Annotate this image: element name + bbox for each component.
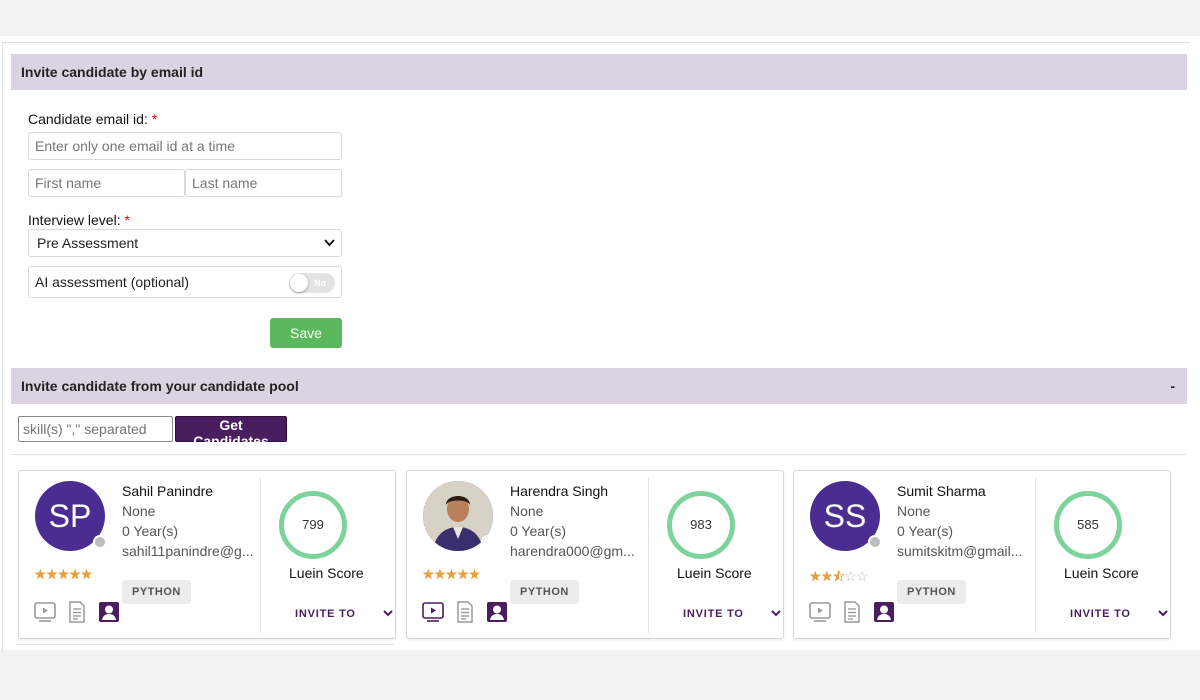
star-rating: ★★⯪☆☆ [809, 566, 868, 590]
resume-icon[interactable] [840, 600, 864, 624]
chevron-down-icon[interactable] [770, 606, 782, 623]
toggle-knob [290, 274, 308, 292]
star-icon: ★ [809, 568, 822, 584]
presence-indicator [93, 535, 107, 549]
star-icon: ⯪ [832, 568, 845, 584]
email-input[interactable] [28, 132, 342, 160]
invite-to-button[interactable]: INVITE TO [1070, 608, 1131, 620]
skill-tag: PYTHON [122, 580, 191, 604]
star-icon: ★ [68, 566, 82, 582]
skills-input[interactable] [18, 416, 173, 442]
candidate-name[interactable]: Sahil Panindre [122, 483, 214, 499]
candidate-role: None [122, 503, 156, 519]
required-mark: * [124, 212, 130, 228]
luein-score-ring: 799 [279, 491, 347, 559]
save-button[interactable]: Save [270, 318, 342, 348]
ai-assessment-row: AI assessment (optional) No [28, 266, 342, 298]
star-icon: ★ [57, 566, 70, 582]
candidate-card[interactable]: Harendra Singh None 0 Year(s) harendra00… [406, 470, 784, 639]
star-icon: ★ [45, 566, 59, 582]
avatar[interactable]: SS [810, 481, 882, 551]
chevron-down-icon [324, 230, 335, 265]
email-label-text: Candidate email id: [28, 111, 148, 127]
candidate-email: harendra000@gm... [510, 543, 635, 559]
profile-icon[interactable] [872, 600, 896, 624]
candidate-card[interactable]: SS Sumit Sharma None 0 Year(s) sumitskit… [793, 470, 1171, 639]
video-icon[interactable] [421, 600, 445, 624]
presence-indicator [481, 535, 493, 549]
star-icon: ★ [433, 566, 447, 582]
email-invite-header: Invite candidate by email id [11, 54, 1187, 90]
content-panel [2, 42, 1190, 652]
candidate-name[interactable]: Sumit Sharma [897, 483, 986, 499]
luein-score-label: Luein Score [677, 565, 752, 581]
star-icon: ★ [456, 566, 470, 582]
star-icon: ★ [820, 568, 834, 584]
skill-tag: PYTHON [897, 580, 966, 604]
first-name-input[interactable] [28, 169, 185, 197]
collapse-button[interactable]: - [1170, 378, 1175, 394]
get-candidates-button[interactable]: Get Candidates [175, 416, 287, 449]
last-name-input[interactable] [185, 169, 342, 197]
invite-to-button[interactable]: INVITE TO [683, 608, 744, 620]
presence-indicator [868, 535, 882, 549]
avatar[interactable]: SP [35, 481, 107, 551]
luein-score-label: Luein Score [289, 565, 364, 581]
star-icon: ☆ [844, 568, 857, 584]
card-divider [648, 477, 649, 633]
profile-icon[interactable] [97, 600, 121, 624]
candidate-experience: 0 Year(s) [897, 523, 954, 539]
toggle-state-text: No [314, 278, 326, 288]
avatar-initials: SS [823, 498, 867, 534]
chevron-down-icon[interactable] [1157, 606, 1169, 623]
pool-invite-title: Invite candidate from your candidate poo… [21, 378, 299, 394]
candidate-email: sumitskitm@gmail... [897, 543, 1023, 559]
candidate-email: sahil11panindre@g... [122, 543, 254, 559]
candidate-role: None [897, 503, 931, 519]
resume-icon[interactable] [65, 600, 89, 624]
star-rating: ★★★★★ [422, 566, 481, 583]
card-divider [260, 477, 261, 633]
star-icon: ★ [468, 566, 481, 582]
avatar-initials: SP [48, 498, 92, 534]
email-label: Candidate email id: * [28, 111, 157, 127]
chevron-down-icon[interactable] [382, 606, 394, 623]
required-mark: * [151, 111, 158, 127]
invite-to-button[interactable]: INVITE TO [295, 608, 356, 620]
star-icon: ★ [422, 566, 435, 582]
candidate-experience: 0 Year(s) [510, 523, 567, 539]
star-icon: ☆ [855, 568, 869, 584]
star-icon: ★ [445, 566, 458, 582]
candidate-role: None [510, 503, 544, 519]
divider [11, 454, 1187, 455]
candidate-experience: 0 Year(s) [122, 523, 179, 539]
resume-icon[interactable] [453, 600, 477, 624]
ai-assessment-label: AI assessment (optional) [35, 274, 190, 290]
page: Invite candidate by email id Candidate e… [0, 36, 1200, 652]
avatar[interactable] [423, 481, 493, 551]
interview-level-select[interactable]: Pre Assessment [28, 229, 342, 257]
pool-invite-header: Invite candidate from your candidate poo… [11, 368, 1187, 404]
interview-level-label-text: Interview level: [28, 212, 121, 228]
luein-score-ring: 983 [667, 491, 735, 559]
video-icon[interactable] [33, 600, 57, 624]
interview-level-value: Pre Assessment [37, 235, 139, 251]
skill-tag: PYTHON [510, 580, 579, 604]
star-icon: ★ [80, 566, 93, 582]
luein-score-label: Luein Score [1064, 565, 1139, 581]
interview-level-label: Interview level: * [28, 212, 130, 228]
next-card-edge [16, 644, 394, 647]
star-rating: ★★★★★ [34, 566, 93, 583]
candidate-name[interactable]: Harendra Singh [510, 483, 609, 499]
video-icon[interactable] [808, 600, 832, 624]
ai-assessment-toggle[interactable]: No [289, 273, 335, 293]
profile-icon[interactable] [485, 600, 509, 624]
card-divider [1035, 477, 1036, 633]
star-icon: ★ [34, 566, 47, 582]
email-invite-title: Invite candidate by email id [21, 64, 204, 80]
luein-score-ring: 585 [1054, 491, 1122, 559]
candidate-card[interactable]: SP Sahil Panindre None 0 Year(s) sahil11… [18, 470, 396, 639]
